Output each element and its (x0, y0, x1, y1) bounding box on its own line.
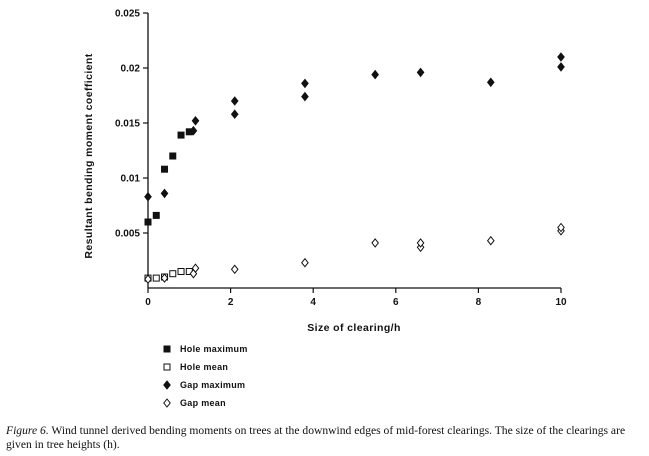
x-tick-label: 0 (145, 297, 151, 308)
x-tick-label: 2 (228, 297, 234, 308)
gap-mean-point (486, 235, 495, 246)
hole-mean-point (177, 268, 185, 275)
gap-mean-point (230, 264, 239, 275)
gap-mean-point (144, 274, 152, 285)
gap-maximum-point (189, 125, 198, 136)
figure-caption: Figure 6. Wind tunnel derived bending mo… (6, 424, 646, 451)
gap-mean-point (301, 257, 309, 268)
y-tick-label: 0.005 (115, 229, 140, 240)
y-tick-label: 0.025 (115, 9, 140, 20)
hole-maximum-point (169, 152, 177, 160)
legend-label-hole-mean: Hole mean (180, 362, 228, 372)
legend-label-gap-mean: Gap mean (180, 398, 226, 408)
x-tick-label: 4 (310, 297, 316, 308)
gap-mean-point (557, 222, 565, 233)
x-axis-title: Size of clearing/h (307, 322, 401, 334)
gap-maximum-point (301, 91, 309, 102)
legend-label-gap-maximum: Gap maximum (180, 380, 245, 390)
hole-mean-point (152, 274, 160, 282)
caption-text: Wind tunnel derived bending moments on t… (6, 424, 626, 451)
legend-marker-hole-mean (163, 363, 171, 371)
legend-marker-gap-maximum (163, 380, 171, 390)
legend: Hole maximum Hole mean Gap maximum Gap mean (163, 344, 248, 408)
gap-maximum-point (191, 115, 200, 126)
gap-maximum-point (230, 96, 239, 106)
gap-maximum-point (486, 77, 495, 88)
gap-mean-point (416, 238, 425, 248)
gap-maximum-point (144, 191, 152, 202)
x-tick-label: 6 (393, 297, 399, 308)
scatter-chart: 0.005 0.01 0.015 0.02 0.025 0 2 4 6 8 10 Resultan… (83, 9, 567, 409)
y-tick-label: 0.02 (121, 64, 141, 75)
axes (147, 13, 561, 289)
gap-maximum-point (416, 67, 425, 78)
gap-maximum-point (557, 62, 565, 72)
gap-maximum-point (230, 109, 239, 120)
legend-label-hole-maximum: Hole maximum (180, 344, 248, 354)
hole-mean-point (169, 270, 177, 278)
x-axis-ticks: 0 2 4 6 8 10 (145, 288, 567, 308)
hole-maximum-point (161, 165, 169, 173)
x-tick-label: 8 (476, 297, 482, 308)
gap-mean-point (160, 273, 169, 283)
gap-mean-point (371, 238, 379, 248)
gap-maximum-point (160, 188, 169, 199)
y-axis-title: Resultant bending moment coefficient (83, 53, 95, 258)
y-axis-ticks: 0.005 0.01 0.015 0.02 0.025 (115, 9, 148, 240)
gap-maximum-point (371, 69, 379, 80)
gap-maximum-point (557, 52, 565, 62)
data-points (144, 52, 565, 285)
y-tick-label: 0.015 (115, 119, 140, 130)
x-tick-label: 10 (555, 297, 567, 308)
gap-maximum-point (301, 78, 309, 89)
gap-mean-point (191, 263, 200, 274)
legend-marker-hole-maximum (163, 345, 171, 353)
hole-maximum-point (177, 131, 185, 139)
hole-maximum-point (144, 218, 152, 226)
legend-marker-gap-mean (163, 398, 171, 408)
figure-label: Figure 6. (6, 424, 49, 437)
hole-maximum-point (152, 211, 160, 219)
y-tick-label: 0.01 (121, 174, 141, 185)
